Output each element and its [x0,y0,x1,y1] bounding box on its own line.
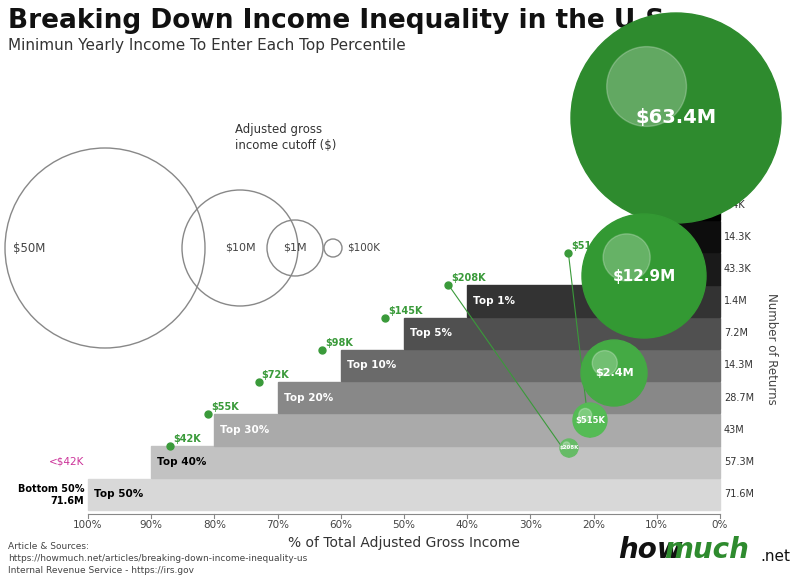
Text: $50M: $50M [13,242,46,254]
Text: 71.6M: 71.6M [724,490,754,499]
Text: 14.3M: 14.3M [724,361,754,370]
Text: Top 50%: Top 50% [94,490,143,499]
Text: 60%: 60% [330,520,352,530]
Text: $42K: $42K [173,435,201,444]
Circle shape [592,351,618,376]
Text: $98K: $98K [325,338,353,348]
Bar [278,382,720,413]
Text: 50%: 50% [393,520,415,530]
Text: $515K: $515K [571,241,606,251]
Text: Article & Sources:
https://howmuch.net/articles/breaking-down-income-inequality-: Article & Sources: https://howmuch.net/a… [8,542,307,575]
Bar [688,189,720,220]
Text: Top 1%: Top 1% [474,296,515,306]
Text: 7.2M: 7.2M [724,328,748,338]
Text: 1.4M: 1.4M [724,296,748,306]
Text: 100%: 100% [74,520,102,530]
Text: $72K: $72K [262,370,290,380]
Bar [341,350,720,381]
Text: 80%: 80% [203,520,226,530]
Text: .net: .net [760,549,790,564]
Text: $208K: $208K [451,273,486,283]
Circle shape [573,403,607,437]
Circle shape [603,234,650,281]
Bar [657,221,720,253]
Circle shape [563,442,570,449]
Text: Top 20%: Top 20% [284,392,333,403]
Circle shape [571,13,781,223]
Text: % of Total Adjusted Gross Income: % of Total Adjusted Gross Income [288,536,520,550]
Text: $2.4M: $2.4M [647,209,681,219]
Text: Bottom 50%
71.6M: Bottom 50% 71.6M [18,484,84,506]
Circle shape [606,47,686,127]
Text: Top 40%: Top 40% [157,457,206,467]
Text: $2.4M: $2.4M [594,368,634,378]
Text: $208K: $208K [559,446,578,450]
Text: 14.3K: 14.3K [724,232,752,242]
Text: 43M: 43M [724,425,745,435]
Text: Top 10%: Top 10% [347,361,396,370]
Text: $145K: $145K [388,306,422,316]
Circle shape [582,214,706,338]
Text: Number of Returns: Number of Returns [766,293,778,405]
Text: 43.3K: 43.3K [724,264,752,274]
Text: $10M: $10M [225,243,255,253]
Text: 57.3M: 57.3M [724,457,754,467]
Bar [88,479,720,510]
Text: $12.9M: $12.9M [612,269,676,283]
Circle shape [560,439,578,457]
Text: Adjusted gross
income cutoff ($): Adjusted gross income cutoff ($) [235,123,336,152]
Circle shape [581,340,647,406]
Text: 0%: 0% [712,520,728,530]
Text: 20%: 20% [582,520,605,530]
Text: Top 5%: Top 5% [410,328,452,338]
Bar [404,317,720,349]
Text: 30%: 30% [519,520,542,530]
Bar [214,414,720,446]
Text: $1M: $1M [283,243,307,253]
Text: 70%: 70% [266,520,289,530]
Text: 90%: 90% [140,520,162,530]
Text: 10%: 10% [646,520,668,530]
Text: how: how [618,536,682,564]
Text: Top
0.01%: Top 0.01% [663,227,692,246]
Text: $515K: $515K [575,416,605,424]
Text: Top 0.1%: Top 0.1% [600,264,645,273]
Text: 28.7M: 28.7M [724,392,754,403]
Text: Top 30%: Top 30% [221,425,270,435]
Text: $12.9M: $12.9M [685,177,726,187]
Text: much: much [664,536,749,564]
Circle shape [578,409,592,421]
Bar [594,253,720,284]
Text: <$42K: <$42K [49,457,84,466]
Text: 40%: 40% [456,520,478,530]
Bar [151,446,720,478]
Text: $63.4M: $63.4M [635,109,717,128]
Text: 1.4K: 1.4K [724,199,746,209]
Text: Breaking Down Income Inequality in the U.S.: Breaking Down Income Inequality in the U… [8,8,674,34]
Text: $55K: $55K [211,402,239,412]
Text: $100K: $100K [347,243,380,253]
Text: Minimun Yearly Income To Enter Each Top Percentile: Minimun Yearly Income To Enter Each Top … [8,38,406,53]
Bar [467,286,720,317]
Text: Top
0.001%: Top 0.001% [694,195,729,214]
